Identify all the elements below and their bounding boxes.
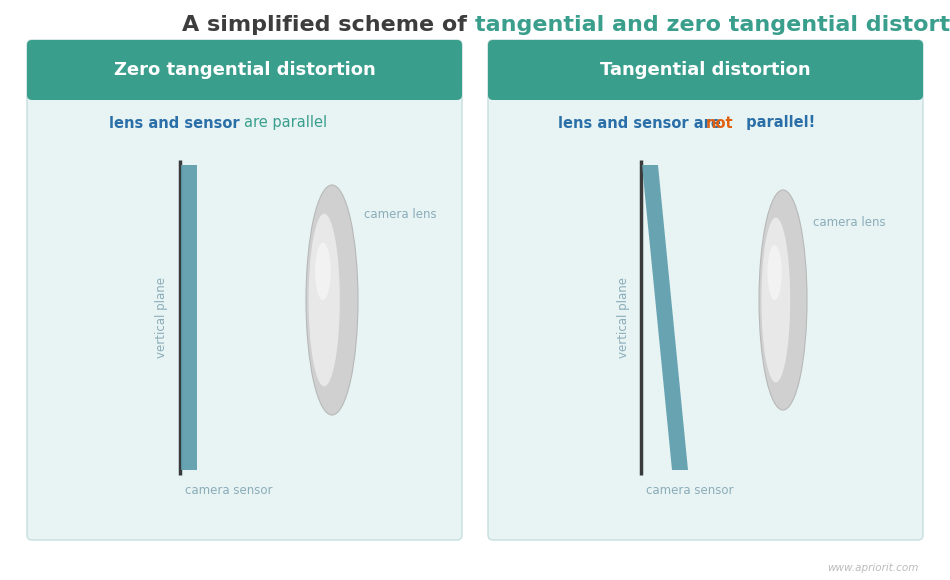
- Ellipse shape: [768, 245, 782, 300]
- Bar: [498, 68, 913, 95]
- Text: Zero tangential distortion: Zero tangential distortion: [114, 61, 375, 79]
- Text: tangential and zero tangential distortions: tangential and zero tangential distortio…: [475, 15, 950, 35]
- Ellipse shape: [306, 185, 358, 415]
- Text: vertical plane: vertical plane: [617, 277, 630, 358]
- FancyBboxPatch shape: [488, 40, 923, 540]
- Text: A simplified scheme of: A simplified scheme of: [182, 15, 475, 35]
- Ellipse shape: [309, 214, 340, 386]
- Text: not: not: [706, 115, 733, 130]
- Text: camera lens: camera lens: [364, 208, 437, 222]
- Ellipse shape: [761, 218, 790, 382]
- FancyBboxPatch shape: [488, 40, 923, 100]
- Ellipse shape: [315, 242, 331, 300]
- Text: vertical plane: vertical plane: [156, 277, 168, 358]
- Polygon shape: [642, 165, 688, 470]
- Text: camera lens: camera lens: [813, 216, 885, 229]
- Text: lens and sensor: lens and sensor: [108, 115, 244, 130]
- Bar: [181, 165, 197, 470]
- FancyBboxPatch shape: [27, 40, 462, 100]
- Bar: [493, 70, 918, 95]
- FancyBboxPatch shape: [27, 40, 462, 540]
- Text: are parallel: are parallel: [244, 115, 328, 130]
- Text: Tangential distortion: Tangential distortion: [600, 61, 810, 79]
- Text: lens and sensor are: lens and sensor are: [558, 115, 726, 130]
- Bar: [37, 68, 452, 95]
- Bar: [32, 70, 457, 95]
- Text: camera sensor: camera sensor: [185, 484, 273, 496]
- Ellipse shape: [759, 190, 807, 410]
- Text: camera sensor: camera sensor: [646, 484, 733, 496]
- Text: parallel!: parallel!: [741, 115, 815, 130]
- Text: www.apriorit.com: www.apriorit.com: [826, 563, 918, 573]
